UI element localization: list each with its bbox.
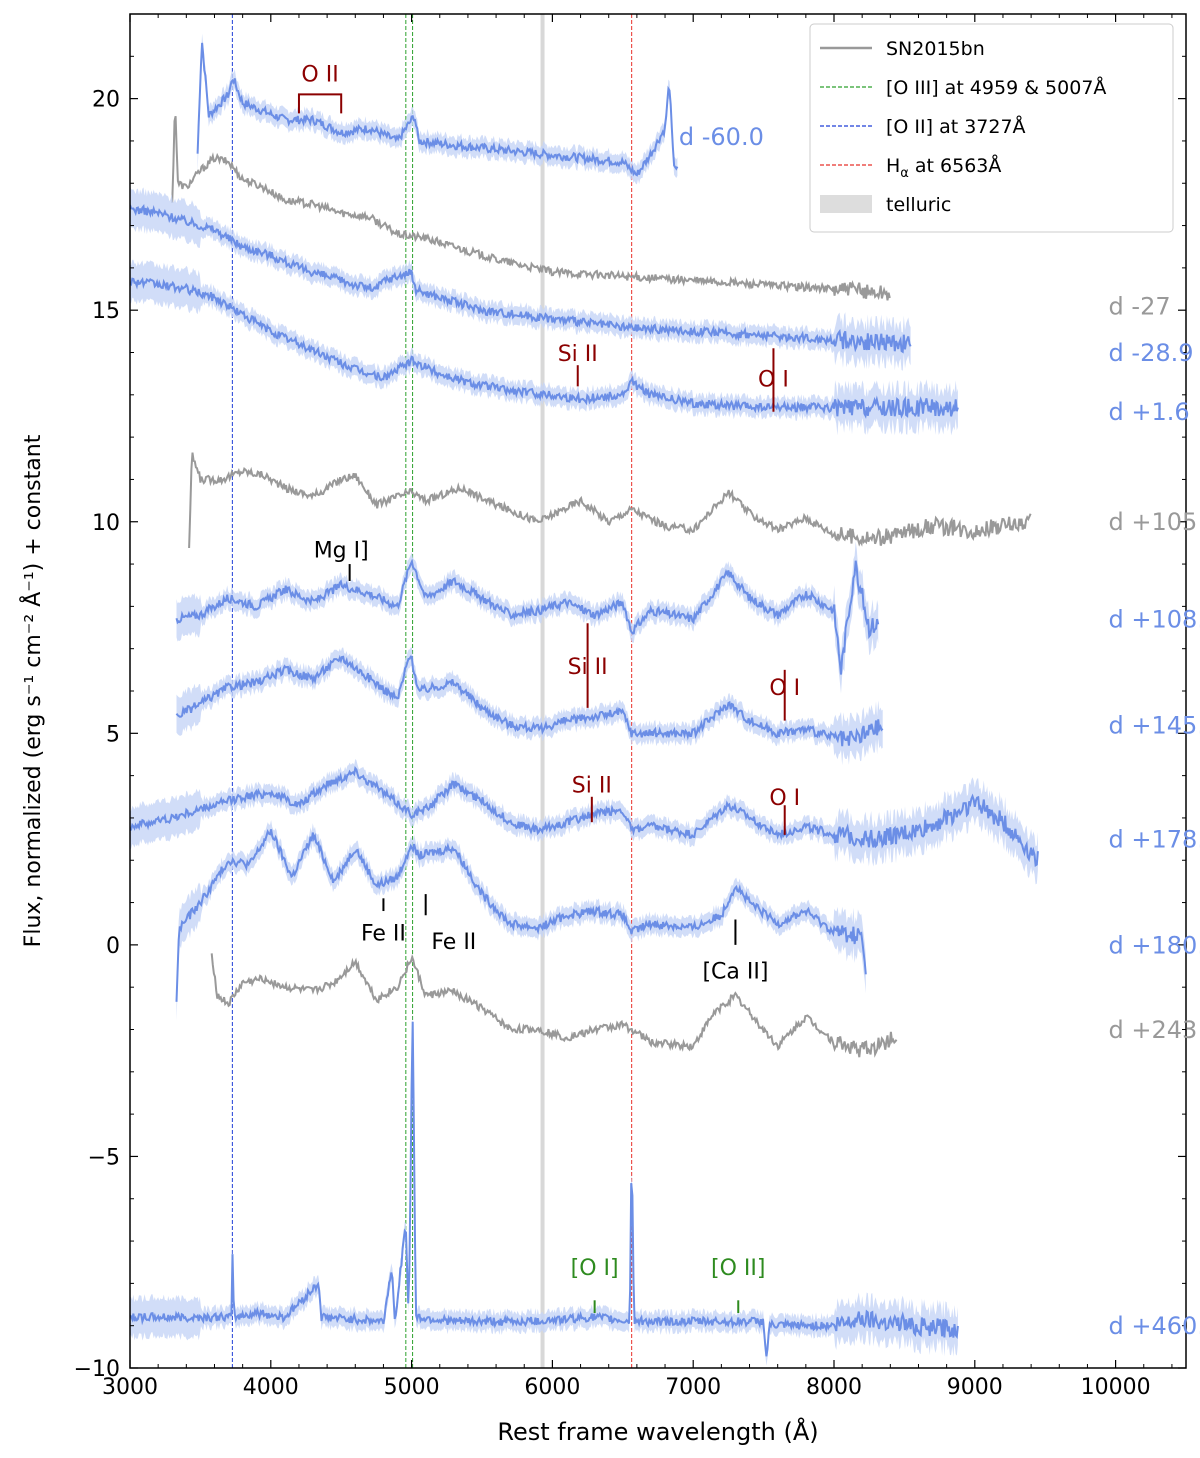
- xtick-label-5: 8000: [806, 1375, 862, 1400]
- line-annotations: O II Si II O I Mg I] Si II O I Si II O I Fe II Fe…: [297, 63, 800, 1313]
- series-label-6: d +145.5: [1109, 711, 1200, 739]
- series-band-5: [176, 541, 879, 694]
- series-band-8: [176, 820, 866, 1021]
- ytick-label-0: −10: [74, 1357, 120, 1382]
- series-line-7: [130, 766, 1039, 868]
- xtick-label-3: 6000: [524, 1375, 580, 1400]
- legend-swatch-4: [820, 195, 872, 213]
- annot-label-11: [O I]: [571, 1256, 619, 1281]
- ytick-label-6: 20: [92, 88, 120, 113]
- series-line-8: [175, 828, 867, 1002]
- y-axis-label: Flux, normalized (erg s⁻¹ cm⁻² Å⁻¹) + co…: [19, 434, 46, 947]
- annot-label-10: [Ca II]: [702, 960, 768, 985]
- series-label-10: d +460.7: [1109, 1312, 1200, 1340]
- series-line-5: [175, 558, 880, 675]
- annot-label-5: O I: [769, 676, 800, 701]
- annot-label-7: O I: [769, 786, 800, 811]
- ytick-label-3: 5: [106, 722, 120, 747]
- legend-label-sub-3: α: [900, 166, 909, 181]
- annot-label-0: O II: [301, 63, 338, 88]
- legend-box: [809, 23, 1174, 233]
- ytick-label-2: 0: [106, 934, 120, 959]
- legend-label-1: [O III] at 4959 & 5007Å: [886, 76, 1106, 99]
- series-line-3: [130, 276, 959, 419]
- series-line-6: [175, 654, 884, 747]
- series-line-9: [210, 953, 898, 1058]
- axis-ticks: 3000 4000 5000 6000 7000 8000 9000 10000 −10 −5 0 5…: [74, 13, 1186, 1400]
- series-line-2: [130, 204, 912, 354]
- xtick-label-7: 10000: [1081, 1375, 1151, 1400]
- series-label-4: d +105: [1109, 508, 1198, 536]
- legend-label-0: SN2015bn: [886, 38, 985, 60]
- series-label-1: d -27: [1109, 292, 1171, 320]
- series-label-3: d +1.6: [1109, 398, 1190, 426]
- ytick-label-5: 15: [92, 299, 120, 324]
- annot-label-3: Mg I]: [314, 539, 369, 564]
- ytick-label-4: 10: [92, 511, 120, 536]
- series-label-9: d +243: [1109, 1016, 1198, 1044]
- ytick-label-1: −5: [88, 1145, 120, 1170]
- xtick-label-1: 4000: [243, 1375, 299, 1400]
- series-label-2: d -28.9: [1109, 339, 1194, 367]
- series-label-0: d -60.0: [679, 123, 764, 151]
- annot-label-1: Si II: [558, 342, 598, 367]
- annot-label-12: [O II]: [711, 1256, 765, 1281]
- series-labels: d -60.0 d -27 d -28.9 d +1.6 d +105 d +108.6 d…: [679, 123, 1200, 1340]
- series-label-7: d +178.6: [1109, 826, 1200, 854]
- series-band-10: [130, 1012, 958, 1366]
- annot-label-8: Fe II: [361, 922, 406, 947]
- series-band-3: [130, 259, 958, 436]
- legend: SN2015bn [O III] at 4959 & 5007Å [O II] at…: [809, 23, 1174, 233]
- annot-label-6: Si II: [572, 774, 612, 799]
- xtick-label-2: 5000: [384, 1375, 440, 1400]
- series-band-6: [176, 647, 883, 766]
- annot-label-9: Fe II: [431, 930, 476, 955]
- annot-label-2: O I: [758, 367, 789, 392]
- spectra-series: [130, 33, 1039, 1366]
- series-line-0: [196, 42, 679, 177]
- annot-bracket-0: [297, 93, 343, 114]
- series-line-1: [171, 115, 891, 301]
- legend-label-4: telluric: [886, 194, 951, 216]
- xtick-label-6: 9000: [947, 1375, 1003, 1400]
- series-band-2: [130, 185, 911, 371]
- xtick-label-0: 3000: [102, 1375, 158, 1400]
- series-band-7: [130, 759, 1038, 885]
- annot-label-4: Si II: [568, 655, 608, 680]
- series-label-5: d +108.6: [1109, 606, 1200, 634]
- series-line-4: [188, 452, 1032, 549]
- legend-label-2: [O II] at 3727Å: [886, 115, 1026, 138]
- x-axis-label: Rest frame wavelength (Å): [497, 1417, 818, 1446]
- legend-label-suffix-3: at 6563Å: [909, 154, 1002, 177]
- xtick-label-4: 7000: [665, 1375, 721, 1400]
- series-line-10: [130, 1021, 959, 1357]
- series-label-8: d +180.1: [1109, 931, 1200, 959]
